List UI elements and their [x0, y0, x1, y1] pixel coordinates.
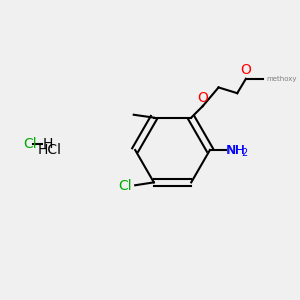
Text: O: O [197, 91, 208, 105]
Text: NH: NH [226, 143, 245, 157]
Text: Cl: Cl [119, 179, 132, 193]
Text: methoxy: methoxy [266, 76, 296, 82]
Text: HCl: HCl [38, 143, 62, 157]
Text: NH: NH [226, 143, 245, 157]
Text: Cl: Cl [23, 137, 37, 151]
Text: 2: 2 [242, 148, 248, 158]
Text: H: H [43, 137, 53, 151]
Text: O: O [240, 63, 251, 77]
